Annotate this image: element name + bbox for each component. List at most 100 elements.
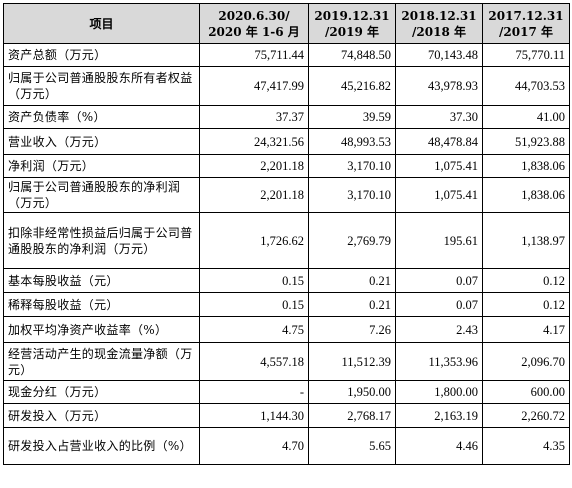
column-header-period: 2019.12.31/2019 年	[308, 3, 396, 44]
table-cell-value: 1,838.06	[482, 177, 570, 213]
table-cell-value: 4,557.18	[199, 342, 309, 381]
table-cell-value: 4.46	[395, 427, 483, 465]
table-cell-value: 0.12	[482, 268, 570, 293]
table-cell-value: 44,703.53	[482, 66, 570, 106]
row-label: 经营活动产生的现金流量净额（万元）	[3, 342, 200, 381]
row-label: 资产总额（万元）	[3, 43, 200, 67]
table-cell-value: 4.35	[482, 427, 570, 465]
table-cell-value: 2,201.18	[199, 177, 309, 213]
table-row: 营业收入（万元） 24,321.56 48,993.53 48,478.84 51,92…	[3, 128, 570, 155]
row-label: 加权平均净资产收益率（%）	[3, 316, 200, 343]
table-cell-value: 1,075.41	[395, 177, 483, 213]
table-cell-value: 2,769.79	[308, 212, 396, 269]
table-cell-value: 2,096.70	[482, 342, 570, 381]
table-cell-value: 195.61	[395, 212, 483, 269]
table-cell-value: 0.07	[395, 292, 483, 317]
table-header-row: 项目 2020.6.30/2020 年 1-6 月 2019.12.31/2019 …	[3, 3, 570, 44]
table-cell-value: 2,201.18	[199, 154, 309, 178]
column-header-line: 2019.12.31	[314, 8, 390, 23]
row-label: 净利润（万元）	[3, 154, 200, 178]
table-row: 归属于公司普通股股东的净利润（万元） 2,201.18 3,170.10 1,075.…	[3, 177, 570, 213]
table-cell-value: 2,163.19	[395, 403, 483, 428]
table-row: 加权平均净资产收益率（%） 4.75 7.26 2.43 4.17	[3, 316, 570, 343]
table-row: 扣除非经常性损益后归属于公司普通股股东的净利润（万元） 1,726.62 2,769…	[3, 212, 570, 269]
table-cell-value: 41.00	[482, 105, 570, 129]
table-cell-value: 0.21	[308, 292, 396, 317]
table-cell-value: 0.15	[199, 292, 309, 317]
table-row: 现金分红（万元） -1,950.00 1,800.00 600.00	[3, 380, 570, 404]
row-label: 研发投入（万元）	[3, 403, 200, 428]
table-cell-value: 7.26	[308, 316, 396, 343]
table-cell-value: 1,800.00	[395, 380, 483, 404]
table-cell-value: 45,216.82	[308, 66, 396, 106]
column-header-item: 项目	[3, 3, 200, 44]
table-cell-value: 1,138.97	[482, 212, 570, 269]
financial-summary-table: 项目 2020.6.30/2020 年 1-6 月 2019.12.31/2019 …	[3, 3, 570, 465]
row-label: 资产负债率（%）	[3, 105, 200, 129]
column-header-line: 2020.6.30/	[218, 8, 290, 23]
table-cell-value: 74,848.50	[308, 43, 396, 67]
table-cell-value: 1,075.41	[395, 154, 483, 178]
column-header-period: 2020.6.30/2020 年 1-6 月	[199, 3, 309, 44]
column-header-line: 2017.12.31	[488, 8, 564, 23]
table-row: 资产负债率（%） 37.37 39.59 37.30 41.00	[3, 105, 570, 129]
column-header-line: /2018 年	[412, 24, 466, 39]
table-row: 资产总额（万元） 75,711.44 74,848.50 70,143.48 75,77…	[3, 43, 570, 67]
table-cell-value: 1,950.00	[308, 380, 396, 404]
table-cell-value: 51,923.88	[482, 128, 570, 155]
table-cell-value: 37.37	[199, 105, 309, 129]
table-row: 研发投入占营业收入的比例（%） 4.70 5.65 4.46 4.35	[3, 427, 570, 465]
table-cell-value: -	[199, 380, 309, 404]
table-cell-value: 11,353.96	[395, 342, 483, 381]
table-row: 稀释每股收益（元） 0.15 0.21 0.07 0.12	[3, 292, 570, 317]
row-label: 现金分红（万元）	[3, 380, 200, 404]
table-body: 资产总额（万元） 75,711.44 74,848.50 70,143.48 75,77…	[3, 43, 570, 465]
table-cell-value: 4.17	[482, 316, 570, 343]
table-cell-value: 4.70	[199, 427, 309, 465]
table-cell-value: 3,170.10	[308, 177, 396, 213]
row-label: 基本每股收益（元）	[3, 268, 200, 293]
table-cell-value: 37.30	[395, 105, 483, 129]
row-label: 营业收入（万元）	[3, 128, 200, 155]
table-cell-value: 1,838.06	[482, 154, 570, 178]
table-cell-value: 3,170.10	[308, 154, 396, 178]
table-cell-value: 0.12	[482, 292, 570, 317]
table-cell-value: 2,768.17	[308, 403, 396, 428]
table-cell-value: 48,993.53	[308, 128, 396, 155]
row-label: 扣除非经常性损益后归属于公司普通股股东的净利润（万元）	[3, 212, 200, 269]
row-label: 稀释每股收益（元）	[3, 292, 200, 317]
table-cell-value: 75,711.44	[199, 43, 309, 67]
table-cell-value: 1,726.62	[199, 212, 309, 269]
column-header-line: 2018.12.31	[401, 8, 477, 23]
column-header-line: /2019 年	[325, 24, 379, 39]
table-cell-value: 48,478.84	[395, 128, 483, 155]
table-cell-value: 2.43	[395, 316, 483, 343]
table-row: 研发投入（万元） 1,144.30 2,768.17 2,163.19 2,260.72	[3, 403, 570, 428]
column-header-line: /2017 年	[499, 24, 553, 39]
table-cell-value: 600.00	[482, 380, 570, 404]
row-label: 归属于公司普通股股东的净利润（万元）	[3, 177, 200, 213]
column-header-line: 项目	[89, 16, 114, 31]
table-cell-value: 0.15	[199, 268, 309, 293]
table-row: 归属于公司普通股股东所有者权益（万元） 47,417.99 45,216.82 43,…	[3, 66, 570, 106]
row-label: 归属于公司普通股股东所有者权益（万元）	[3, 66, 200, 106]
table-cell-value: 47,417.99	[199, 66, 309, 106]
table-row: 基本每股收益（元） 0.15 0.21 0.07 0.12	[3, 268, 570, 293]
table-cell-value: 4.75	[199, 316, 309, 343]
table-cell-value: 5.65	[308, 427, 396, 465]
row-label: 研发投入占营业收入的比例（%）	[3, 427, 200, 465]
column-header-period: 2018.12.31/2018 年	[395, 3, 483, 44]
column-header-period: 2017.12.31/2017 年	[482, 3, 570, 44]
table-cell-value: 24,321.56	[199, 128, 309, 155]
table-cell-value: 75,770.11	[482, 43, 570, 67]
table-cell-value: 11,512.39	[308, 342, 396, 381]
column-header-line: 2020 年 1-6 月	[208, 24, 300, 39]
table-row: 经营活动产生的现金流量净额（万元） 4,557.18 11,512.39 11,353…	[3, 342, 570, 381]
table-cell-value: 43,978.93	[395, 66, 483, 106]
table-cell-value: 0.07	[395, 268, 483, 293]
table-cell-value: 2,260.72	[482, 403, 570, 428]
table-cell-value: 1,144.30	[199, 403, 309, 428]
table-cell-value: 39.59	[308, 105, 396, 129]
table-cell-value: 70,143.48	[395, 43, 483, 67]
table-row: 净利润（万元） 2,201.18 3,170.10 1,075.41 1,838.06	[3, 154, 570, 178]
